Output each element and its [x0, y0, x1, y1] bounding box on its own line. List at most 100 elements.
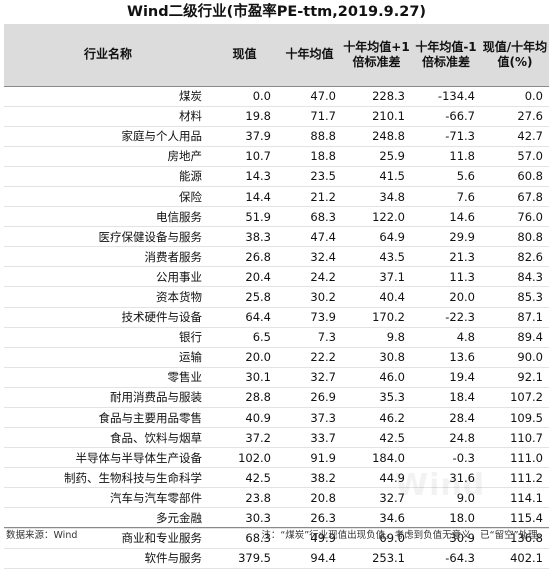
cell-current: 30.3 [212, 507, 277, 529]
table-row: 半导体与半导体生产设备 102.0 91.9 184.0 -0.3 111.0 [4, 447, 549, 469]
header-name: 行业名称 [4, 24, 212, 87]
cell-avg10: 7.3 [277, 327, 342, 348]
cell-avg10: 22.2 [277, 347, 342, 368]
cell-ratio: 402.1 [481, 548, 549, 569]
cell-ratio: 82.6 [481, 246, 549, 268]
cell-name: 食品、饮料与烟草 [4, 427, 212, 449]
cell-minus1sd: 28.4 [411, 407, 481, 429]
cell-minus1sd: 29.9 [411, 226, 481, 248]
cell-ratio: 0.0 [481, 86, 549, 107]
cell-avg10: 24.2 [277, 266, 342, 288]
cell-avg10: 47.4 [277, 226, 342, 248]
cell-plus1sd: 42.5 [342, 427, 411, 449]
cell-avg10: 23.5 [277, 166, 342, 187]
cell-name: 运输 [4, 347, 212, 368]
cell-current: 14.3 [212, 166, 277, 187]
cell-current: 38.3 [212, 226, 277, 248]
cell-minus1sd: 24.8 [411, 427, 481, 449]
cell-plus1sd: 41.5 [342, 166, 411, 187]
cell-plus1sd: 35.3 [342, 387, 411, 409]
cell-current: 40.9 [212, 407, 277, 429]
cell-plus1sd: 184.0 [342, 447, 411, 469]
cell-avg10: 20.8 [277, 487, 342, 509]
cell-ratio: 107.2 [481, 387, 549, 409]
cell-name: 零售业 [4, 367, 212, 388]
cell-ratio: 114.1 [481, 487, 549, 509]
table-row: 食品、饮料与烟草 37.2 33.7 42.5 24.8 110.7 [4, 427, 549, 449]
cell-minus1sd: 21.3 [411, 246, 481, 268]
cell-name: 消费者服务 [4, 246, 212, 268]
source-note: 数据来源：Wind [6, 530, 78, 541]
cell-avg10: 88.8 [277, 126, 342, 147]
cell-current: 379.5 [212, 548, 277, 569]
cell-current: 6.5 [212, 327, 277, 348]
cell-plus1sd: 37.1 [342, 266, 411, 288]
pe-table: 行业名称 现值 十年均值 十年均值+1倍标准差 十年均值-1倍标准差 现值/十年… [4, 24, 549, 569]
cell-name: 技术硬件与设备 [4, 307, 212, 328]
cell-plus1sd: 25.9 [342, 146, 411, 167]
table-row: 公用事业 20.4 24.2 37.1 11.3 84.3 [4, 266, 549, 288]
cell-ratio: 67.8 [481, 186, 549, 208]
cell-minus1sd: 4.8 [411, 327, 481, 348]
table-title: Wind二级行业(市盈率PE-ttm,2019.9.27) [126, 4, 427, 20]
cell-plus1sd: 43.5 [342, 246, 411, 268]
cell-name: 房地产 [4, 146, 212, 167]
table-row: 家庭与个人用品 37.9 88.8 248.8 -71.3 42.7 [4, 126, 549, 147]
cell-plus1sd: 34.8 [342, 186, 411, 208]
cell-ratio: 92.1 [481, 367, 549, 388]
cell-name: 银行 [4, 327, 212, 348]
cell-ratio: 57.0 [481, 146, 549, 167]
cell-current: 37.9 [212, 126, 277, 147]
cell-plus1sd: 122.0 [342, 206, 411, 228]
table-row: 保险 14.4 21.2 34.8 7.6 67.8 [4, 186, 549, 208]
cell-name: 半导体与半导体生产设备 [4, 447, 212, 469]
table-row: 耐用消费品与服装 28.8 26.9 35.3 18.4 107.2 [4, 387, 549, 409]
table-row: 医疗保健设备与服务 38.3 47.4 64.9 29.9 80.8 [4, 226, 549, 248]
header-avg10: 十年均值 [277, 24, 342, 87]
cell-minus1sd: 13.6 [411, 347, 481, 368]
cell-minus1sd: -71.3 [411, 126, 481, 147]
cell-ratio: 115.4 [481, 507, 549, 529]
cell-ratio: 76.0 [481, 206, 549, 228]
cell-avg10: 94.4 [277, 548, 342, 569]
cell-plus1sd: 9.8 [342, 327, 411, 348]
cell-plus1sd: 253.1 [342, 548, 411, 569]
cell-avg10: 47.0 [277, 86, 342, 107]
table-row: 消费者服务 26.8 32.4 43.5 21.3 82.6 [4, 246, 549, 268]
cell-name: 软件与服务 [4, 548, 212, 569]
cell-minus1sd: 18.4 [411, 387, 481, 409]
cell-minus1sd: 31.6 [411, 467, 481, 489]
table-row: 运输 20.0 22.2 30.8 13.6 90.0 [4, 347, 549, 368]
cell-ratio: 89.4 [481, 327, 549, 348]
cell-current: 23.8 [212, 487, 277, 509]
cell-current: 25.8 [212, 286, 277, 308]
cell-name: 家庭与个人用品 [4, 126, 212, 147]
cell-ratio: 42.7 [481, 126, 549, 147]
cell-name: 保险 [4, 186, 212, 208]
table-row: 零售业 30.1 32.7 46.0 19.4 92.1 [4, 367, 549, 388]
cell-minus1sd: 5.6 [411, 166, 481, 187]
cell-name: 汽车与汽车零部件 [4, 487, 212, 509]
cell-name: 食品与主要用品零售 [4, 407, 212, 429]
cell-minus1sd: 7.6 [411, 186, 481, 208]
cell-avg10: 26.9 [277, 387, 342, 409]
table-row: 能源 14.3 23.5 41.5 5.6 60.8 [4, 166, 549, 187]
cell-ratio: 111.2 [481, 467, 549, 489]
cell-ratio: 90.0 [481, 347, 549, 368]
cell-minus1sd: 11.8 [411, 146, 481, 167]
table-row: 煤炭 0.0 47.0 228.3 -134.4 0.0 [4, 86, 549, 107]
cell-ratio: 84.3 [481, 266, 549, 288]
cell-name: 能源 [4, 166, 212, 187]
cell-minus1sd: -134.4 [411, 86, 481, 107]
table-row: 银行 6.5 7.3 9.8 4.8 89.4 [4, 327, 549, 348]
cell-minus1sd: -64.3 [411, 548, 481, 569]
cell-current: 0.0 [212, 86, 277, 107]
table-row: 多元金融 30.3 26.3 34.6 18.0 115.4 [4, 507, 549, 529]
cell-plus1sd: 46.0 [342, 367, 411, 388]
cell-minus1sd: 18.0 [411, 507, 481, 529]
cell-minus1sd: 9.0 [411, 487, 481, 509]
cell-name: 材料 [4, 106, 212, 127]
cell-avg10: 91.9 [277, 447, 342, 469]
cell-minus1sd: 20.0 [411, 286, 481, 308]
cell-minus1sd: 11.3 [411, 266, 481, 288]
